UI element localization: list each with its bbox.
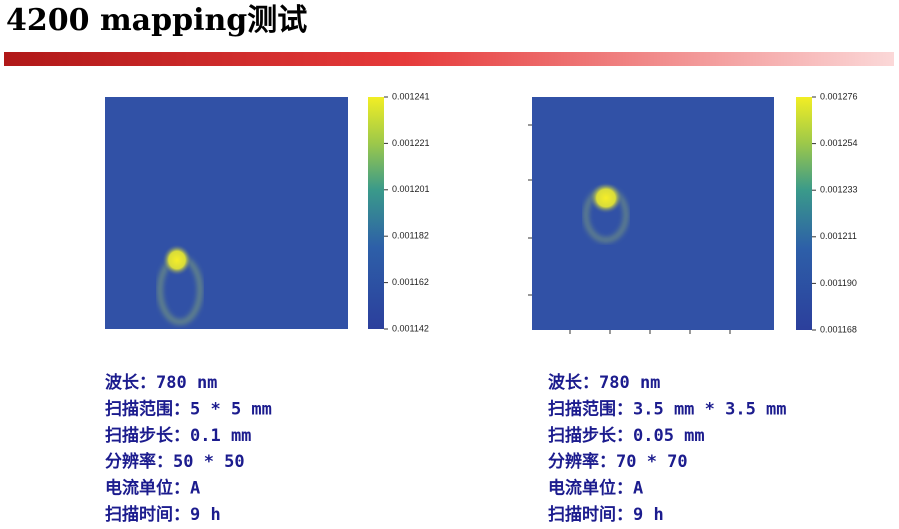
- colorbar-label: 0.001168: [820, 324, 857, 334]
- colorbar-label: 0.001201: [392, 184, 430, 194]
- heatmap-right: [528, 97, 774, 334]
- colorbar-label: 0.001233: [820, 185, 858, 195]
- colorbar-label: 0.001276: [820, 91, 858, 101]
- param-line: 扫描时间：9 h: [105, 504, 221, 525]
- heatmap-left: [105, 97, 348, 329]
- colorbar-label: 0.001190: [820, 278, 857, 288]
- colorbar-label: 0.001142: [392, 323, 429, 333]
- param-line: 波长：780 nm: [105, 372, 217, 393]
- title-band: [4, 52, 894, 66]
- colorbar-left: [368, 97, 384, 329]
- param-line: 分辨率：70 * 70: [548, 451, 688, 472]
- param-line: 电流单位：A: [548, 478, 643, 499]
- colorbar-label: 0.001221: [392, 138, 430, 148]
- colorbar-label: 0.001182: [392, 231, 429, 241]
- param-line: 电流单位：A: [105, 478, 200, 499]
- colorbar-label: 0.001254: [820, 138, 858, 148]
- slide-title: 4200 mapping测试: [6, 3, 307, 38]
- colorbar-label: 0.001211: [820, 231, 857, 241]
- param-line: 扫描时间：9 h: [548, 504, 664, 525]
- panels: 0.001241 0.001221 0.001201 0.001182 0.001162…: [105, 91, 858, 525]
- param-line: 扫描步长：0.05 mm: [548, 425, 705, 446]
- param-line: 扫描步长：0.1 mm: [105, 425, 251, 446]
- colorbar-label: 0.001162: [392, 277, 429, 287]
- param-line: 扫描范围：3.5 mm * 3.5 mm: [548, 398, 787, 419]
- param-line: 波长：780 nm: [548, 372, 660, 393]
- colorbar-right: [796, 97, 812, 330]
- param-line: 扫描范围：5 * 5 mm: [105, 398, 272, 419]
- colorbar-label: 0.001241: [392, 91, 430, 101]
- param-line: 分辨率：50 * 50: [105, 451, 245, 472]
